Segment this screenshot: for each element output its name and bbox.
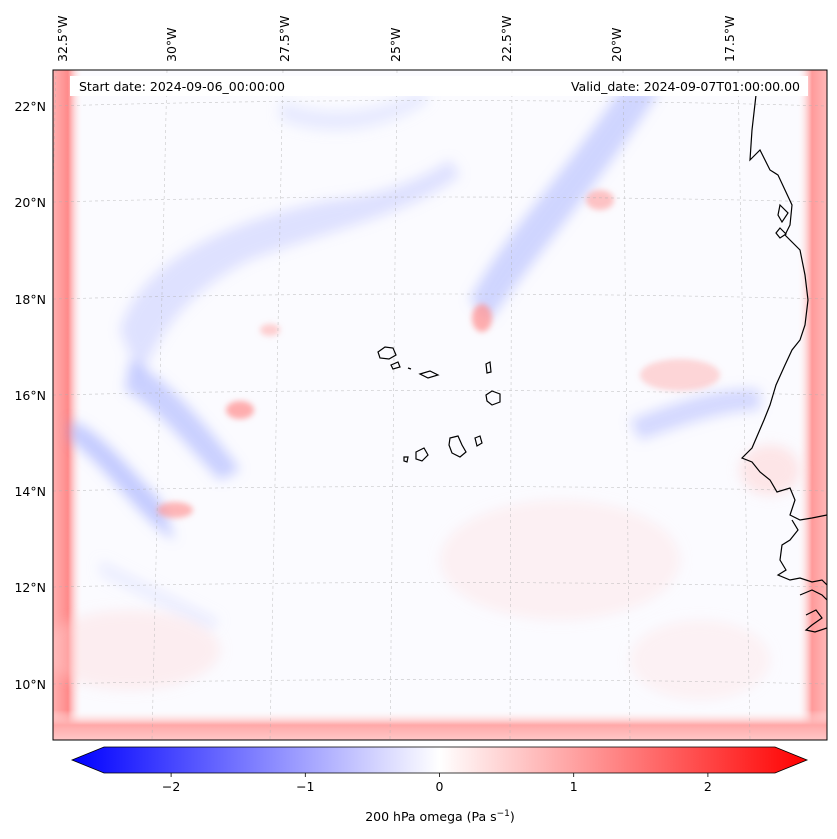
colorbar-label: 200 hPa omega (Pa s−1) <box>365 809 515 824</box>
start-date-label: Start date: 2024-09-06_00:00:00 <box>79 79 285 94</box>
colorbar-tick-label: 2 <box>704 779 712 794</box>
colorbar-tick-label: −2 <box>162 779 180 794</box>
island-santo-antao <box>377 346 397 360</box>
info-banner <box>70 76 808 96</box>
lat-label-16n: 16°N <box>14 388 46 403</box>
colorbar: −2 −1 0 1 2 200 hPa omega (Pa s−1) <box>70 746 809 824</box>
lon-label-17-5w: 17.5°W <box>722 16 737 62</box>
colorbar-tick-label: 0 <box>436 779 444 794</box>
lat-label-14n: 14°N <box>14 484 46 499</box>
map-panel: Start date: 2024-09-06_00:00:00 Valid_da… <box>53 70 827 740</box>
ascent-regions <box>70 90 760 630</box>
colorbar-tick-label: 1 <box>570 779 578 794</box>
map-frame <box>52 69 828 741</box>
latitude-labels: 22°N 20°N 18°N 16°N 14°N 12°N 10°N <box>14 99 46 692</box>
lon-label-32-5w: 32.5°W <box>55 16 70 62</box>
lat-label-12n: 12°N <box>14 580 46 595</box>
longitude-labels: 32.5°W 30°W 27.5°W 25°W 22.5°W 20°W 17.5… <box>55 16 737 62</box>
lat-label-18n: 18°N <box>14 292 46 307</box>
valid-date-label: Valid_date: 2024-09-07T01:00:00.00 <box>571 79 800 94</box>
lon-label-20w: 20°W <box>609 27 624 62</box>
lon-label-25w: 25°W <box>388 27 403 62</box>
lat-label-20n: 20°N <box>14 195 46 210</box>
rim-east <box>797 70 827 740</box>
lat-label-22n: 22°N <box>14 99 46 114</box>
colorbar-tick-label: −1 <box>296 779 314 794</box>
graticule <box>53 70 827 740</box>
coastlines <box>377 94 827 633</box>
colorbar-body <box>70 746 809 774</box>
africa-coast <box>740 94 827 521</box>
rim-south <box>53 710 827 740</box>
descent-regions <box>157 190 720 518</box>
lon-label-30w: 30°W <box>164 27 179 62</box>
lon-label-22-5w: 22.5°W <box>499 16 514 62</box>
omega-field <box>53 70 827 740</box>
lat-label-10n: 10°N <box>14 677 46 692</box>
lon-label-27-5w: 27.5°W <box>277 16 292 62</box>
colorbar-ticks: −2 −1 0 1 2 <box>162 773 712 794</box>
